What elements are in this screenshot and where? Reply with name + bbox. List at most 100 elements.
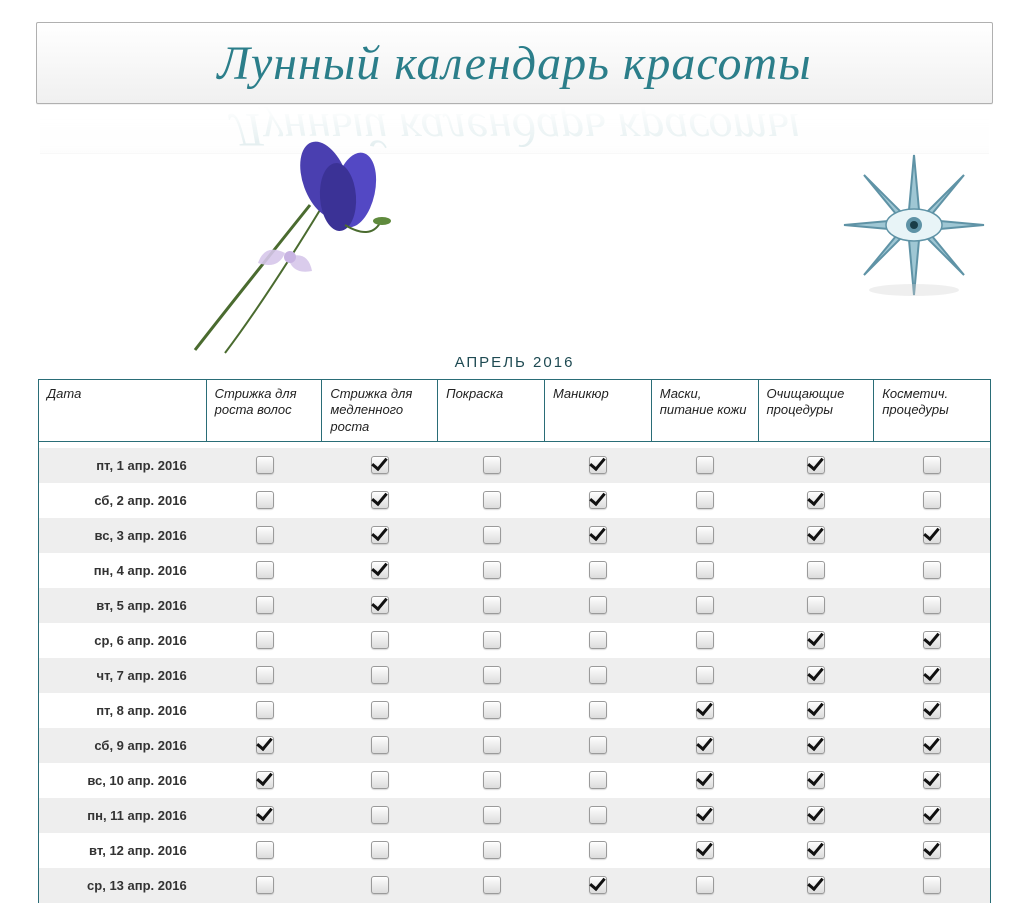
checkbox[interactable] — [589, 491, 607, 509]
checkbox[interactable] — [483, 596, 501, 614]
check-cell — [874, 631, 990, 649]
checkbox[interactable] — [371, 491, 389, 509]
check-cell — [758, 806, 874, 824]
checkbox[interactable] — [807, 526, 825, 544]
checkbox[interactable] — [923, 841, 941, 859]
check-cell — [322, 561, 438, 579]
checkbox[interactable] — [696, 491, 714, 509]
checkbox[interactable] — [589, 876, 607, 894]
checkbox[interactable] — [483, 561, 501, 579]
checkbox[interactable] — [256, 701, 274, 719]
checkbox[interactable] — [923, 596, 941, 614]
checkbox[interactable] — [807, 631, 825, 649]
checkbox[interactable] — [807, 806, 825, 824]
checkbox[interactable] — [371, 806, 389, 824]
checkbox[interactable] — [371, 771, 389, 789]
checkbox[interactable] — [256, 631, 274, 649]
checkbox[interactable] — [589, 771, 607, 789]
checkbox[interactable] — [371, 666, 389, 684]
checkbox[interactable] — [589, 736, 607, 754]
checkbox[interactable] — [256, 456, 274, 474]
checkbox[interactable] — [589, 561, 607, 579]
checkbox[interactable] — [807, 596, 825, 614]
checkbox[interactable] — [807, 736, 825, 754]
checkbox[interactable] — [483, 771, 501, 789]
check-cell — [545, 736, 652, 754]
checkbox[interactable] — [256, 736, 274, 754]
checkbox[interactable] — [256, 491, 274, 509]
checkbox[interactable] — [696, 701, 714, 719]
checkbox[interactable] — [923, 526, 941, 544]
checkbox[interactable] — [256, 841, 274, 859]
checkbox[interactable] — [589, 596, 607, 614]
checkbox[interactable] — [696, 456, 714, 474]
checkbox[interactable] — [923, 456, 941, 474]
checkbox[interactable] — [483, 526, 501, 544]
checkbox[interactable] — [807, 876, 825, 894]
checkbox[interactable] — [807, 841, 825, 859]
checkbox[interactable] — [696, 561, 714, 579]
checkbox[interactable] — [923, 771, 941, 789]
check-cell — [652, 526, 759, 544]
checkbox[interactable] — [483, 491, 501, 509]
checkbox[interactable] — [256, 561, 274, 579]
checkbox[interactable] — [589, 631, 607, 649]
check-cell — [545, 561, 652, 579]
checkbox[interactable] — [256, 596, 274, 614]
table-row: пт, 8 апр. 2016 — [39, 693, 990, 728]
checkbox[interactable] — [589, 526, 607, 544]
checkbox[interactable] — [923, 806, 941, 824]
checkbox[interactable] — [371, 456, 389, 474]
checkbox[interactable] — [807, 771, 825, 789]
checkbox[interactable] — [371, 701, 389, 719]
checkbox[interactable] — [696, 771, 714, 789]
checkbox[interactable] — [696, 596, 714, 614]
checkbox[interactable] — [371, 526, 389, 544]
checkbox[interactable] — [696, 841, 714, 859]
checkbox[interactable] — [923, 736, 941, 754]
checkbox[interactable] — [371, 596, 389, 614]
checkbox[interactable] — [696, 526, 714, 544]
checkbox[interactable] — [696, 631, 714, 649]
checkbox[interactable] — [589, 666, 607, 684]
checkbox[interactable] — [589, 701, 607, 719]
checkbox[interactable] — [483, 736, 501, 754]
checkbox[interactable] — [483, 806, 501, 824]
checkbox[interactable] — [589, 456, 607, 474]
checkbox[interactable] — [696, 876, 714, 894]
checkbox[interactable] — [696, 806, 714, 824]
checkbox[interactable] — [483, 876, 501, 894]
checkbox[interactable] — [483, 456, 501, 474]
checkbox[interactable] — [371, 876, 389, 894]
checkbox[interactable] — [483, 631, 501, 649]
checkbox[interactable] — [483, 701, 501, 719]
checkbox[interactable] — [807, 456, 825, 474]
checkbox[interactable] — [483, 666, 501, 684]
date-cell: ср, 6 апр. 2016 — [39, 633, 207, 648]
checkbox[interactable] — [371, 841, 389, 859]
checkbox[interactable] — [256, 666, 274, 684]
checkbox[interactable] — [923, 561, 941, 579]
checkbox[interactable] — [923, 491, 941, 509]
checkbox[interactable] — [923, 631, 941, 649]
checkbox[interactable] — [371, 631, 389, 649]
checkbox[interactable] — [807, 491, 825, 509]
checkbox[interactable] — [923, 666, 941, 684]
checkbox[interactable] — [371, 561, 389, 579]
check-cell — [652, 666, 759, 684]
checkbox[interactable] — [807, 701, 825, 719]
checkbox[interactable] — [589, 806, 607, 824]
checkbox[interactable] — [696, 736, 714, 754]
checkbox[interactable] — [589, 841, 607, 859]
checkbox[interactable] — [483, 841, 501, 859]
checkbox[interactable] — [923, 701, 941, 719]
checkbox[interactable] — [696, 666, 714, 684]
checkbox[interactable] — [256, 876, 274, 894]
checkbox[interactable] — [807, 666, 825, 684]
checkbox[interactable] — [923, 876, 941, 894]
checkbox[interactable] — [256, 526, 274, 544]
checkbox[interactable] — [256, 771, 274, 789]
checkbox[interactable] — [371, 736, 389, 754]
checkbox[interactable] — [256, 806, 274, 824]
checkbox[interactable] — [807, 561, 825, 579]
